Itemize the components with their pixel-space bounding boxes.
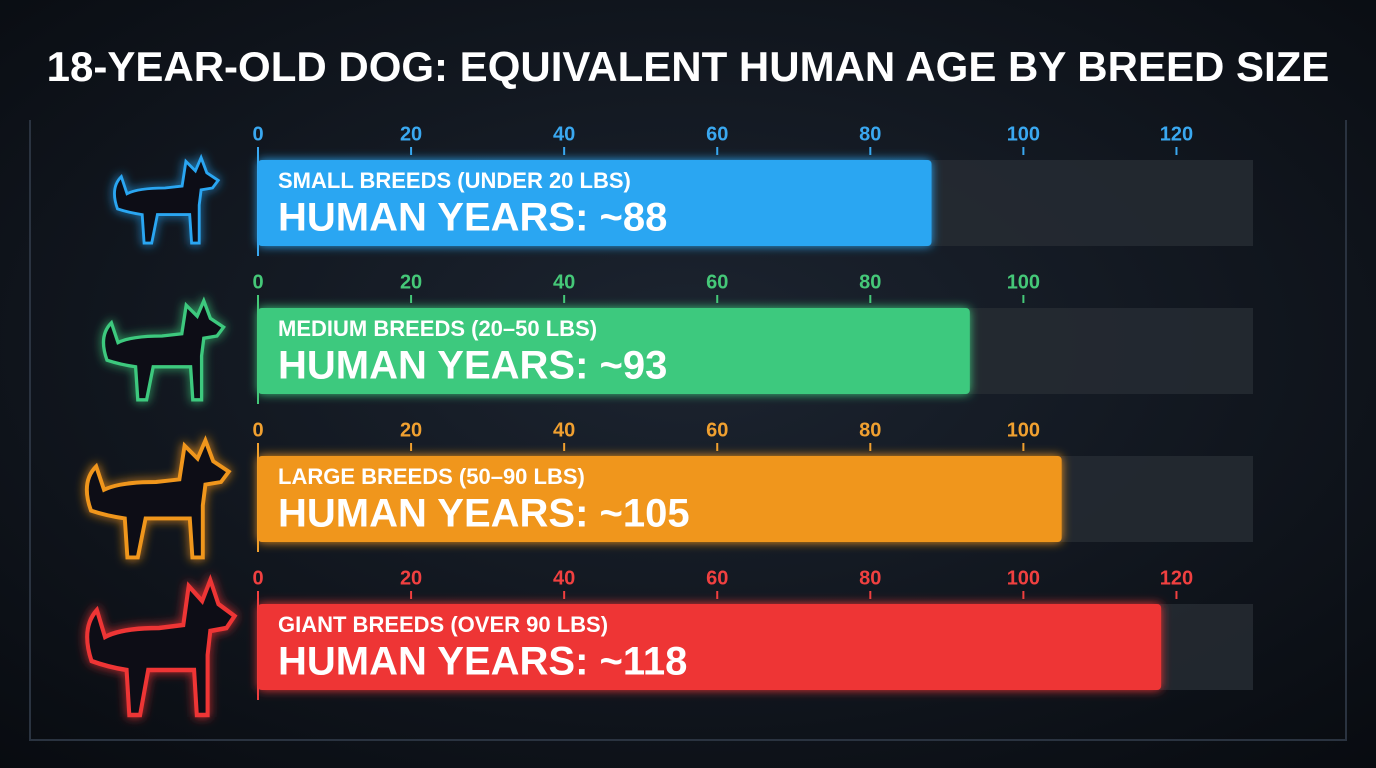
x-tick-label: 80: [859, 567, 881, 589]
x-tick-label: 100: [1007, 271, 1040, 293]
x-tick-label: 20: [400, 123, 422, 145]
x-tick-label: 60: [706, 123, 728, 145]
x-tick-label: 0: [252, 271, 263, 293]
x-tick-label: 100: [1007, 567, 1040, 589]
x-tick-label: 20: [400, 567, 422, 589]
bar: [258, 456, 1062, 542]
category-label: LARGE BREEDS (50–90 LBS): [278, 464, 585, 489]
bar: [258, 604, 1162, 690]
value-label: HUMAN YEARS: ~93: [278, 344, 667, 388]
category-label: GIANT BREEDS (OVER 90 LBS): [278, 612, 608, 637]
x-tick-label: 60: [706, 419, 728, 441]
x-tick-label: 40: [553, 123, 575, 145]
frame: [29, 120, 1347, 741]
value-label: HUMAN YEARS: ~88: [278, 196, 667, 240]
value-label: HUMAN YEARS: ~118: [278, 640, 687, 684]
value-label: HUMAN YEARS: ~105: [278, 492, 690, 536]
x-tick-label: 0: [252, 123, 263, 145]
x-tick-label: 80: [859, 123, 881, 145]
category-label: SMALL BREEDS (UNDER 20 LBS): [278, 168, 631, 193]
x-tick-label: 20: [400, 419, 422, 441]
x-tick-label: 20: [400, 271, 422, 293]
x-tick-label: 40: [553, 567, 575, 589]
x-tick-label: 40: [553, 419, 575, 441]
x-tick-label: 120: [1160, 567, 1193, 589]
x-tick-label: 60: [706, 271, 728, 293]
x-tick-label: 0: [252, 419, 263, 441]
bar: [258, 308, 970, 394]
bar: [258, 160, 932, 246]
x-tick-label: 80: [859, 271, 881, 293]
x-tick-label: 120: [1160, 123, 1193, 145]
x-tick-label: 0: [252, 567, 263, 589]
x-tick-label: 100: [1007, 419, 1040, 441]
x-tick-label: 80: [859, 419, 881, 441]
x-tick-label: 60: [706, 567, 728, 589]
chart-title: 18-YEAR-OLD DOG: EQUIVALENT HUMAN AGE BY…: [47, 43, 1330, 90]
x-tick-label: 100: [1007, 123, 1040, 145]
category-label: MEDIUM BREEDS (20–50 LBS): [278, 316, 597, 341]
x-tick-label: 40: [553, 271, 575, 293]
